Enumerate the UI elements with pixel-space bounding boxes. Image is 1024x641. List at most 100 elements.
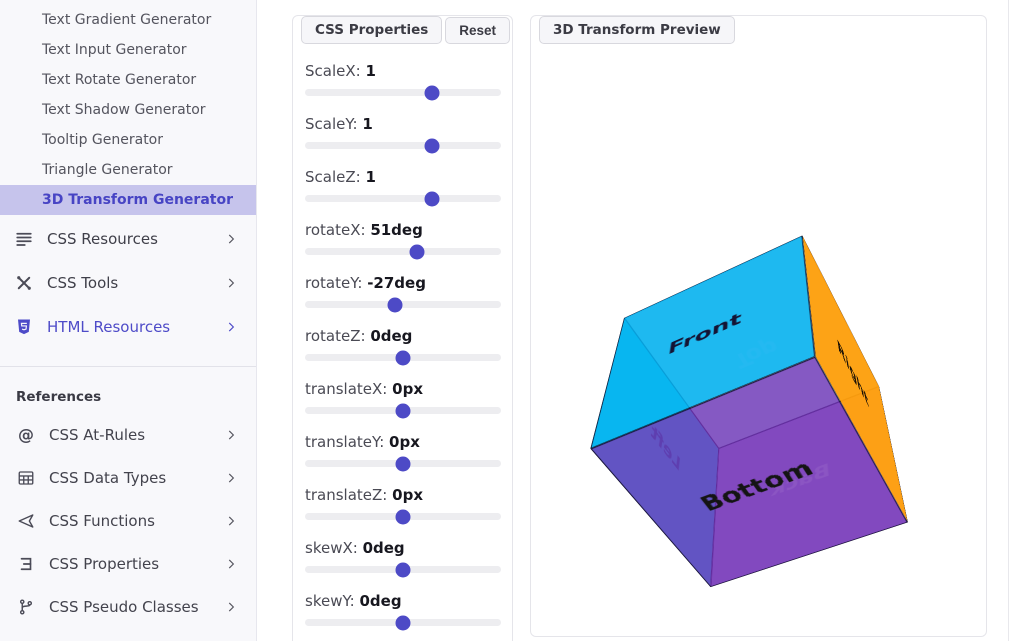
scrollbar-track[interactable] [1008,0,1009,641]
slider-thumb[interactable] [395,350,411,365]
git-branch-icon [16,597,36,617]
slider-thumb[interactable] [387,297,403,312]
chevron-right-icon [224,471,238,485]
slider-row-rotatez: rotateZ: 0deg [305,326,501,365]
slider-row-rotatey: rotateY: -27deg [305,273,501,312]
sidebar-item-label: CSS Functions [49,511,155,530]
tools-icon [14,273,34,293]
slider-label: ScaleZ: 1 [305,168,376,186]
slider-thumb[interactable] [395,562,411,577]
rotatez-slider[interactable] [305,350,501,365]
reset-button[interactable]: Reset [445,17,510,44]
slider-label: rotateY: -27deg [305,274,426,292]
slider-label: translateX: 0px [305,380,424,398]
slider-list: ScaleX: 1 ScaleY: 1 ScaleZ: 1 rotateX: 5… [293,16,512,630]
sidebar-item-label: CSS Data Types [49,468,167,487]
sidebar-item-text-rotate-generator[interactable]: Text Rotate Generator [42,72,197,88]
translatey-slider[interactable] [305,456,501,471]
css-properties-panel: CSS Properties Reset ScaleX: 1 ScaleY: 1… [292,15,513,641]
slider-thumb[interactable] [424,85,440,100]
skewx-slider[interactable] [305,562,501,577]
sidebar-item-css-tools[interactable]: CSS Tools [0,261,256,305]
css-properties-panel-title: CSS Properties [301,16,443,44]
rotatex-slider[interactable] [305,244,501,259]
slider-label: translateZ: 0px [305,486,424,504]
sidebar-item-text-input-generator[interactable]: Text Input Generator [42,42,187,58]
scalex-slider[interactable] [305,85,501,100]
preview-scene: Front Back Top Bottom Left Right [531,16,986,636]
sidebar-divider [0,366,256,367]
at-icon: @ [18,424,34,444]
slider-label: ScaleY: 1 [305,115,373,133]
chevron-right-icon [224,232,238,246]
scaley-slider[interactable] [305,138,501,153]
scalez-slider[interactable] [305,191,501,206]
reference-links: @ CSS At-Rules CSS Data Types CS [0,413,256,628]
sidebar-item-text-shadow-generator[interactable]: Text Shadow Generator [42,102,206,118]
sidebar: Text Gradient Generator Text Input Gener… [0,0,257,641]
sidebar-item-css-functions[interactable]: CSS Functions [0,499,256,542]
chevron-right-icon [224,557,238,571]
sidebar-sections: CSS Resources CSS Tools HTML Resources [0,217,256,349]
transform-preview-cube: Front Back Top Bottom Left Right [590,235,908,588]
slider-thumb[interactable] [424,191,440,206]
slider-thumb[interactable] [395,403,411,418]
rotatey-slider[interactable] [305,297,501,312]
sidebar-item-triangle-generator[interactable]: Triangle Generator [42,162,173,178]
sidebar-item-label: CSS At-Rules [49,425,146,444]
chevron-right-icon [224,428,238,442]
html5-icon [14,317,34,337]
references-header: References [16,389,102,405]
generator-links: Text Gradient Generator Text Input Gener… [0,5,256,215]
sidebar-item-css-data-types[interactable]: CSS Data Types [0,456,256,499]
sidebar-item-css-properties[interactable]: CSS Properties [0,542,256,585]
bracket-icon [16,554,36,574]
slider-label: rotateX: 51deg [305,221,423,239]
sidebar-item-css-at-rules[interactable]: @ CSS At-Rules [0,413,256,456]
slider-label: skewY: 0deg [305,592,402,610]
sidebar-item-css-resources[interactable]: CSS Resources [0,217,256,261]
slider-thumb[interactable] [395,615,411,630]
chevron-right-icon [224,320,238,334]
slider-thumb[interactable] [409,244,425,259]
skewy-slider[interactable] [305,615,501,630]
chevron-right-icon [224,276,238,290]
slider-thumb[interactable] [424,138,440,153]
slider-row-translatey: translateY: 0px [305,432,501,471]
slider-label: translateY: 0px [305,433,420,451]
sidebar-item-label: CSS Resources [47,230,158,248]
slider-row-rotatex: rotateX: 51deg [305,220,501,259]
sidebar-item-label: HTML Resources [47,318,171,336]
sidebar-item-css-pseudo-classes[interactable]: CSS Pseudo Classes [0,585,256,628]
slider-label: ScaleX: 1 [305,62,376,80]
sidebar-item-tooltip-generator[interactable]: Tooltip Generator [42,132,164,148]
slider-row-scalex: ScaleX: 1 [305,61,501,100]
slider-row-skewy: skewY: 0deg [305,591,501,630]
slider-row-skewx: skewX: 0deg [305,538,501,577]
sidebar-item-3d-transform-generator[interactable]: 3D Transform Generator [0,185,256,215]
slider-thumb[interactable] [395,509,411,524]
translatex-slider[interactable] [305,403,501,418]
slider-row-translatex: translateX: 0px [305,379,501,418]
slider-row-scalez: ScaleZ: 1 [305,167,501,206]
sidebar-item-label: CSS Properties [49,554,160,573]
chevron-right-icon [224,514,238,528]
send-icon [16,511,36,531]
slider-row-translatez: translateZ: 0px [305,485,501,524]
slider-thumb[interactable] [395,456,411,471]
sidebar-item-text-gradient-generator[interactable]: Text Gradient Generator [42,12,212,28]
preview-panel: 3D Transform Preview Front Back Top Bott… [530,15,987,637]
sidebar-item-label: CSS Tools [47,274,119,292]
chevron-right-icon [224,600,238,614]
table-icon [16,468,36,488]
sidebar-item-label: CSS Pseudo Classes [49,597,199,616]
slider-label: skewX: 0deg [305,539,405,557]
main-content: CSS Properties Reset ScaleX: 1 ScaleY: 1… [257,0,1024,641]
slider-label: rotateZ: 0deg [305,327,413,345]
translatez-slider[interactable] [305,509,501,524]
list-icon [14,229,34,249]
slider-row-scaley: ScaleY: 1 [305,114,501,153]
preview-panel-title: 3D Transform Preview [539,16,735,44]
sidebar-item-html-resources[interactable]: HTML Resources [0,305,256,349]
